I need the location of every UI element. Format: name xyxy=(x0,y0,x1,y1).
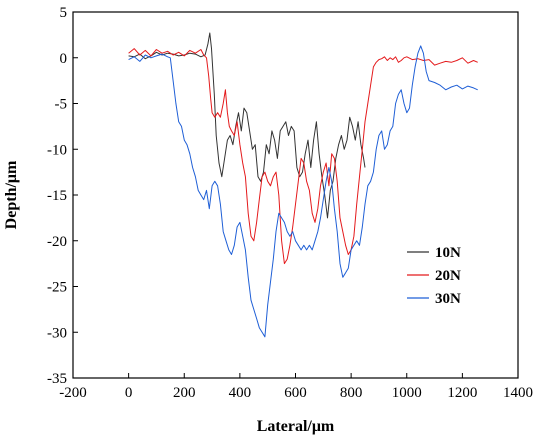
x-tick-label: 0 xyxy=(125,385,133,401)
y-tick-label: -20 xyxy=(47,234,67,250)
y-tick-label: -35 xyxy=(47,371,67,387)
plot-lines xyxy=(128,32,478,338)
x-tick-label: 200 xyxy=(173,385,196,401)
y-tick-label: -10 xyxy=(47,142,67,158)
x-tick-label: 400 xyxy=(229,385,252,401)
y-tick-label: 0 xyxy=(60,51,68,67)
x-tick-label: -200 xyxy=(59,385,87,401)
legend-label: 30N xyxy=(435,291,461,307)
x-tick-label: 1200 xyxy=(447,385,477,401)
y-axis-label: Depth/μm xyxy=(3,160,20,229)
x-axis: -200 0 200 400 600 800 1000 1200 1400 xyxy=(59,373,533,401)
x-tick-label: 1000 xyxy=(392,385,422,401)
legend-label: 20N xyxy=(435,268,461,284)
x-tick-label: 1400 xyxy=(503,385,533,401)
x-tick-label: 800 xyxy=(340,385,363,401)
y-tick-label: -15 xyxy=(47,188,67,204)
series-line-20n xyxy=(128,48,478,265)
y-axis: 5 0 -5 -10 -15 -20 -25 -30 -35 xyxy=(47,5,78,387)
legend: 10N 20N 30N xyxy=(407,245,461,307)
y-tick-label: -30 xyxy=(47,325,67,341)
y-tick-label: 5 xyxy=(60,5,68,21)
y-tick-label: -5 xyxy=(55,97,68,113)
legend-label: 10N xyxy=(435,245,461,261)
x-axis-label: Lateral/μm xyxy=(257,418,335,435)
series-line-30n xyxy=(128,45,478,338)
y-tick-label: -25 xyxy=(47,280,67,296)
x-tick-label: 600 xyxy=(284,385,307,401)
